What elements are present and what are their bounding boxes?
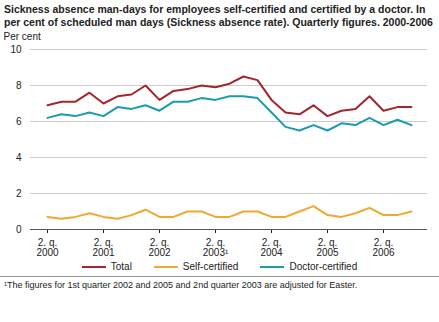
svg-text:0: 0: [16, 224, 22, 235]
svg-text:4: 4: [16, 152, 22, 163]
html-text:Doctor-certified: Doctor-certified: [289, 261, 358, 273]
svg-text:6: 6: [16, 116, 22, 127]
html-text:¹The figures for 1st quarter 2: ¹The figures for 1st quarter 2002 and 20…: [4, 280, 358, 291]
svg-text:2. q.2005: 2. q.2005: [316, 237, 339, 258]
svg-text:2. q.2004: 2. q.2004: [260, 237, 283, 258]
svg-text:8: 8: [16, 80, 22, 91]
svg-text:2. q.2002: 2. q.2002: [148, 237, 171, 258]
html-text:Sickness absence man-days for: Sickness absence man-days for employees …: [4, 3, 433, 29]
svg-text:2. q.2001: 2. q.2001: [92, 237, 115, 258]
svg-text:Per cent: Per cent: [4, 31, 41, 42]
html-text:Total: Total: [110, 261, 132, 273]
html-text:Self-certified: Self-certified: [182, 261, 239, 273]
svg-text:2. q.2006: 2. q.2006: [372, 237, 395, 258]
svg-text:2: 2: [16, 188, 22, 199]
svg-text:2. q.2003¹: 2. q.2003¹: [203, 237, 229, 258]
svg-text:10: 10: [10, 44, 22, 55]
svg-text:2. q.2000: 2. q.2000: [36, 237, 59, 258]
